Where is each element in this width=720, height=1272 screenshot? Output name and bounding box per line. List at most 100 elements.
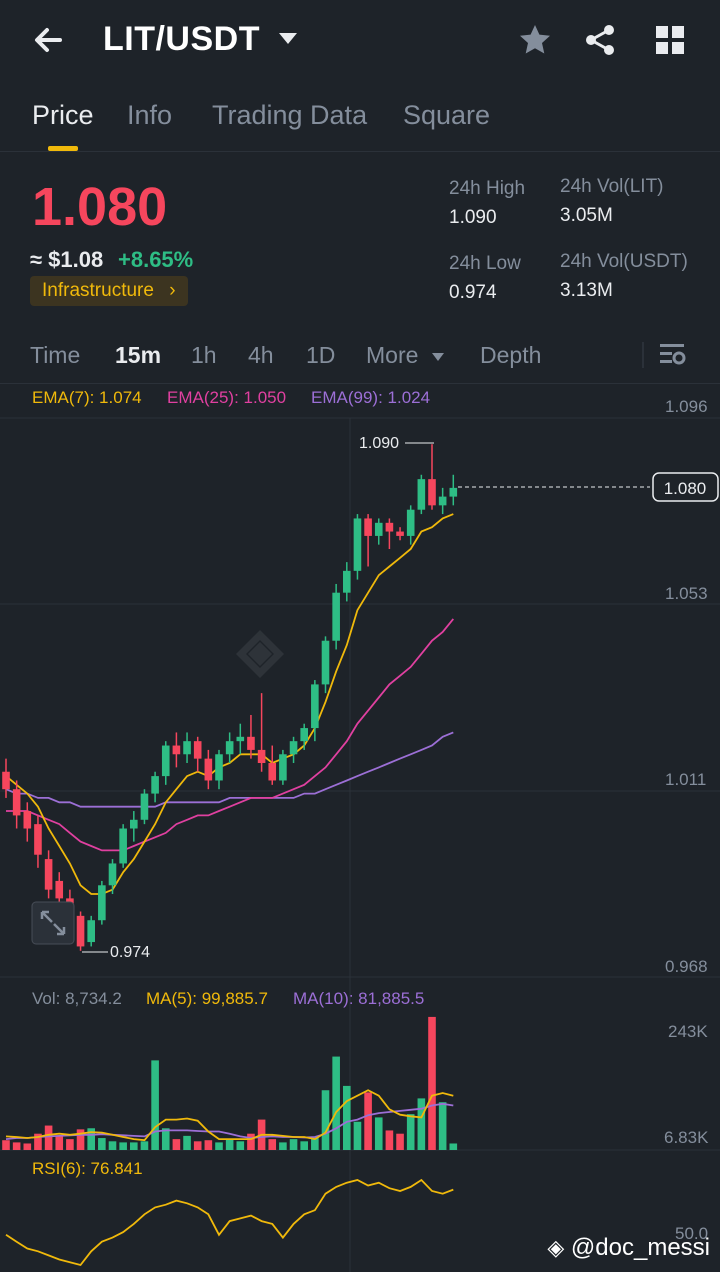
interval-15m[interactable]: 15m <box>115 342 162 368</box>
candle-body <box>2 771 10 790</box>
volume-bar <box>332 1056 340 1150</box>
tab-info[interactable]: Info <box>127 100 173 130</box>
candle-body <box>98 885 106 921</box>
tab-square[interactable]: Square <box>403 100 491 130</box>
volume-ma-lines <box>5 1089 454 1142</box>
category-badge[interactable]: Infrastructure › <box>30 276 188 306</box>
ema99-legend: EMA(99): 1.024 <box>311 388 431 407</box>
candle-body <box>449 487 458 497</box>
interval-1d[interactable]: 1D <box>306 342 336 368</box>
main-tabs: Price Info Trading Data Square <box>0 90 720 152</box>
ema25-legend: EMA(25): 1.050 <box>167 388 287 407</box>
volume-bar <box>385 1130 394 1150</box>
last-price: 1.080 <box>32 177 168 237</box>
chevron-right-icon: › <box>169 280 176 301</box>
candle-body <box>406 509 415 536</box>
watermark: ◈ @doc_messi <box>547 1234 710 1262</box>
interval-more[interactable]: More <box>366 342 445 369</box>
ma10-legend: MA(10): 81,885.5 <box>293 989 425 1008</box>
volume-bar <box>417 1098 426 1150</box>
binance-logo-icon <box>236 630 284 678</box>
candle-body <box>87 920 95 943</box>
watermark-text: @doc_messi <box>570 1234 710 1261</box>
volume-bar <box>12 1142 21 1150</box>
volume-bar <box>193 1141 202 1150</box>
volume-bar <box>130 1142 138 1150</box>
price-tick: 1.096 <box>665 397 708 416</box>
volume-bar <box>66 1139 74 1150</box>
ma5-path <box>5 1089 454 1142</box>
candle-body <box>268 763 277 781</box>
volume-bar <box>374 1117 383 1150</box>
back-arrow-icon[interactable] <box>30 22 70 58</box>
vol-base-value: 3.05M <box>560 205 613 226</box>
volume-bar <box>183 1135 191 1150</box>
candle-body <box>257 749 266 764</box>
volume-bar <box>44 1125 53 1150</box>
star-icon[interactable] <box>517 22 553 58</box>
volume-bar <box>140 1141 149 1150</box>
price-change: +8.65% <box>118 247 194 272</box>
pair-title[interactable]: LIT/USDT <box>103 20 260 58</box>
price-tick: 1.053 <box>665 584 708 603</box>
tab-price[interactable]: Price <box>32 100 94 130</box>
volume-bar <box>55 1135 64 1150</box>
candle-body <box>438 496 447 506</box>
rsi-line <box>5 1178 454 1267</box>
vol-quote-label: 24h Vol(USDT) <box>560 251 688 272</box>
volume-bar <box>289 1139 298 1150</box>
ma5-legend: MA(5): 99,885.7 <box>146 989 268 1008</box>
candle-body <box>300 728 308 742</box>
rsi-path <box>5 1178 454 1267</box>
candle-body <box>130 819 138 829</box>
rsi-legend: RSI(6): 76.841 <box>32 1159 143 1178</box>
candle-body <box>44 859 53 890</box>
ema25-line <box>6 618 454 852</box>
volume-bar <box>364 1092 372 1150</box>
low-label: 24h Low <box>449 253 521 274</box>
interval-divider <box>642 342 644 368</box>
usd-price: ≈ $1.08 <box>30 247 104 272</box>
candle-body <box>321 640 330 685</box>
vol-tick: 243K <box>668 1022 708 1041</box>
volume-bar <box>321 1090 330 1150</box>
interval-bar: Time 15m 1h 4h 1D More Depth <box>0 332 720 384</box>
low-marker-text: 0.974 <box>110 944 150 961</box>
tab-trading-data[interactable]: Trading Data <box>212 100 368 130</box>
share-icon[interactable] <box>582 22 618 58</box>
candle-body <box>34 824 42 855</box>
candle-body <box>385 522 394 532</box>
chevron-down-icon[interactable] <box>278 32 298 51</box>
price-tick: 1.011 <box>665 770 707 789</box>
volume-bar <box>438 1102 447 1150</box>
volume-bar <box>396 1133 404 1150</box>
candle-body <box>215 754 223 781</box>
volume-bar <box>87 1128 95 1150</box>
kline-chart[interactable]: 1.080 1.090 0.974 <box>0 384 720 1272</box>
candle-body <box>12 789 21 816</box>
price-tick: 0.968 <box>665 957 708 976</box>
volume-bar <box>406 1114 415 1150</box>
candle-body <box>247 736 255 750</box>
volume-bar <box>151 1060 159 1150</box>
interval-1h[interactable]: 1h <box>191 342 217 368</box>
high-label: 24h High <box>449 178 526 199</box>
candle-body <box>236 736 245 742</box>
volume-bar <box>172 1139 181 1150</box>
grid-icon[interactable] <box>652 22 688 58</box>
ema25-path <box>6 618 454 852</box>
candle-body <box>119 828 127 864</box>
candle-body <box>55 880 64 899</box>
candle-body <box>172 745 181 755</box>
chart-settings-icon[interactable] <box>658 340 686 373</box>
volume-bar <box>108 1141 117 1150</box>
interval-depth[interactable]: Depth <box>480 342 542 368</box>
candle-body <box>23 811 32 829</box>
interval-4h[interactable]: 4h <box>248 342 274 368</box>
candle-body <box>428 479 436 506</box>
fullscreen-button[interactable] <box>31 901 75 945</box>
interval-time[interactable]: Time <box>30 342 81 368</box>
volume-bar <box>428 1016 436 1150</box>
volume-bar <box>225 1139 234 1150</box>
candle-body <box>289 741 298 755</box>
